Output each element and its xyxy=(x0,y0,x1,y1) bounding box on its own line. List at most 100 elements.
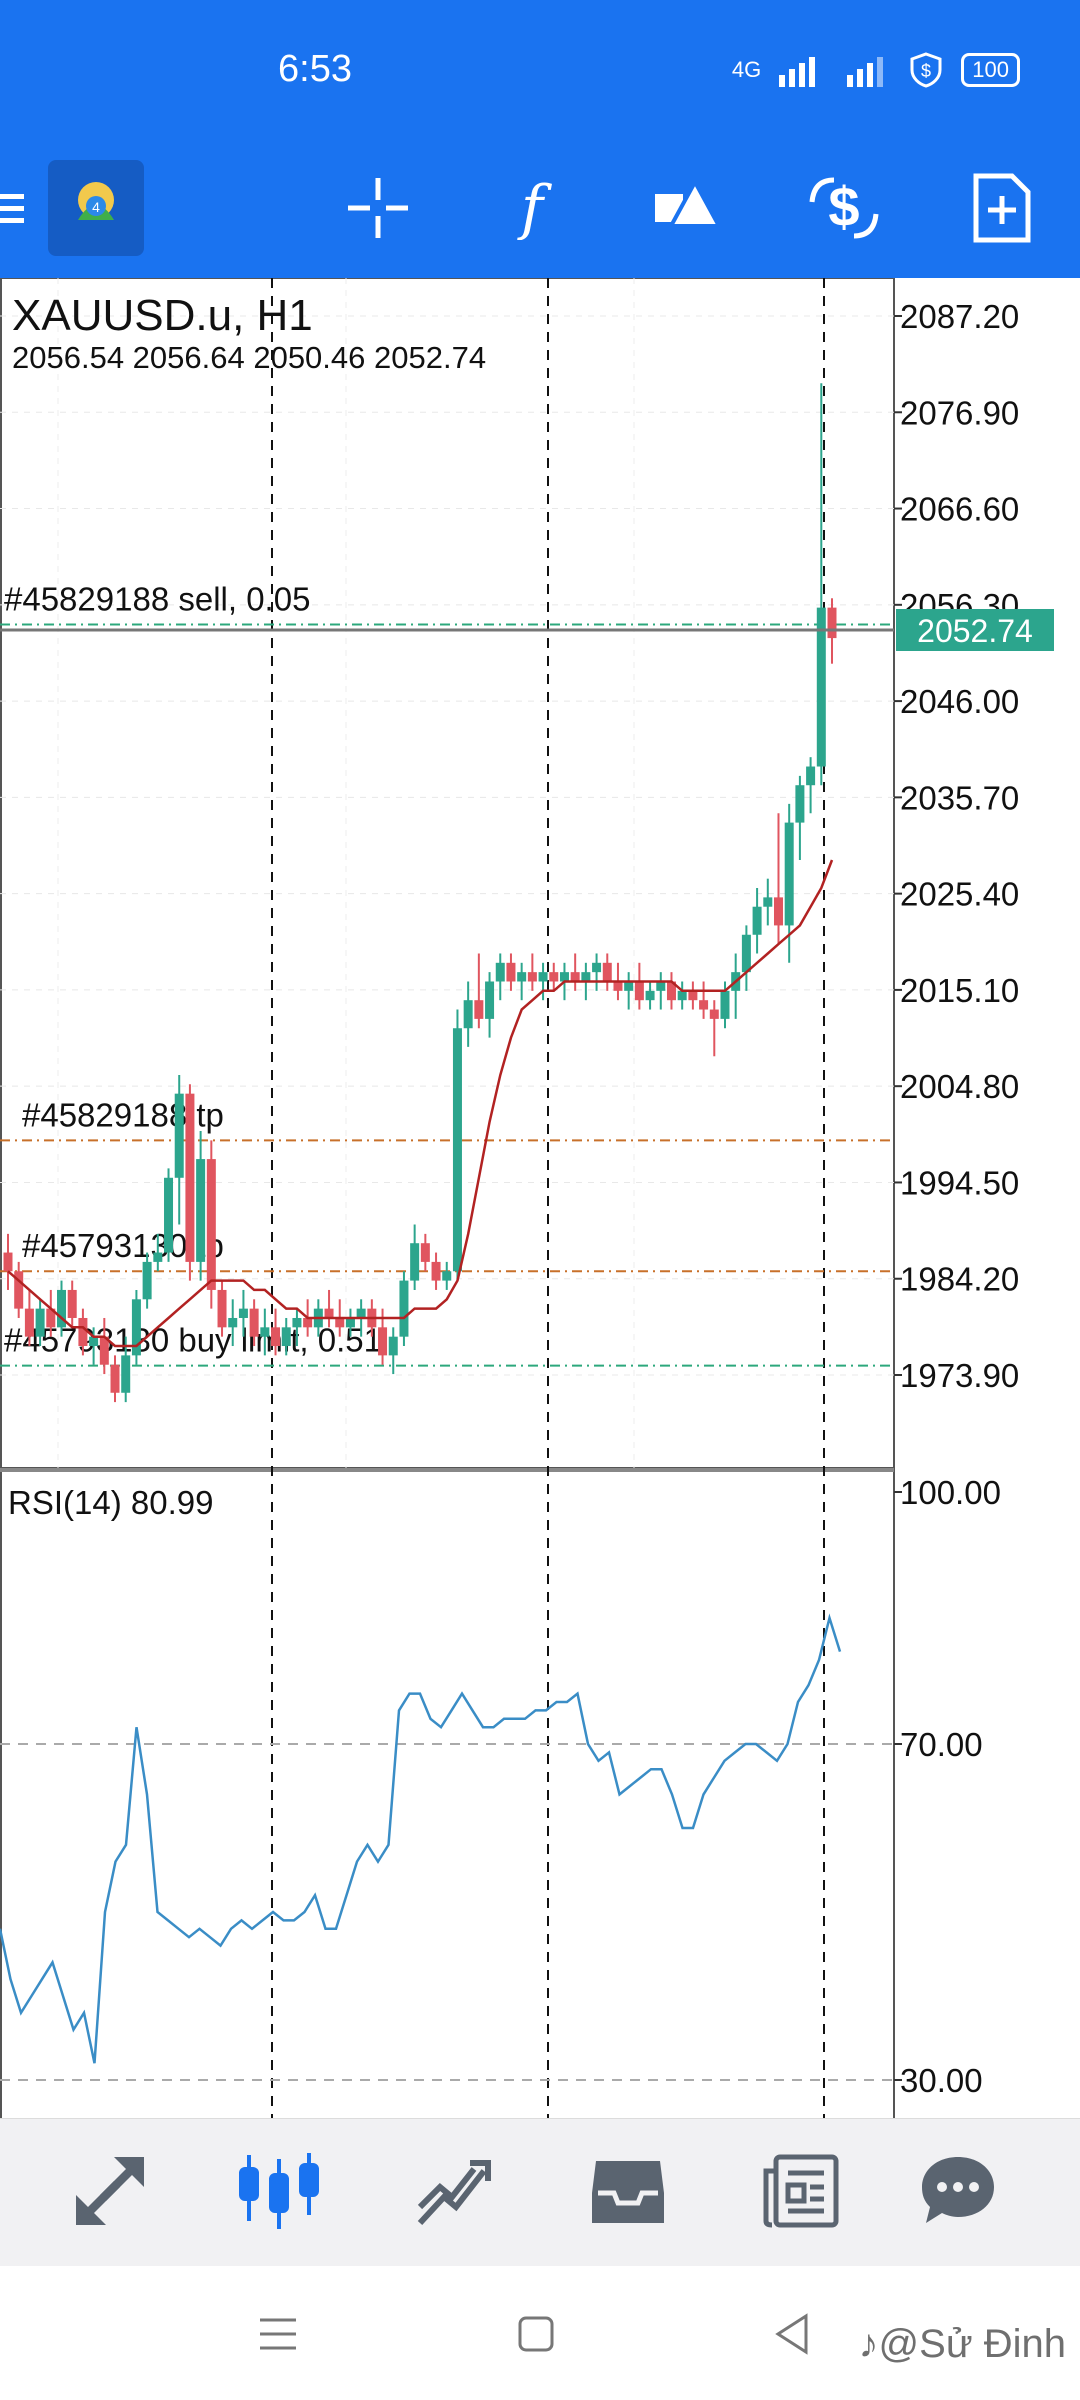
hamburger-menu-icon[interactable] xyxy=(0,160,42,256)
system-navigation-bar xyxy=(0,2266,1080,2400)
candle xyxy=(538,962,548,1001)
current-price-tag: 2052.74 xyxy=(0,609,1054,651)
price-axis-label: 2087.20 xyxy=(900,298,1019,335)
candle xyxy=(153,1233,163,1272)
candle xyxy=(292,1308,302,1347)
shield-dollar-icon: $ xyxy=(910,52,942,88)
status-time: 6:53 xyxy=(278,48,352,90)
symbol-title: XAUUSD.u, H1 xyxy=(12,291,313,340)
candle xyxy=(399,1271,409,1347)
back-icon[interactable] xyxy=(772,2312,812,2356)
candle xyxy=(549,962,559,991)
candle xyxy=(452,1009,462,1281)
candle xyxy=(131,1289,141,1365)
candle xyxy=(238,1289,248,1337)
candle xyxy=(699,981,709,1019)
candle xyxy=(271,1308,281,1356)
candle xyxy=(410,1224,420,1290)
candle xyxy=(474,953,484,1029)
candle xyxy=(46,1289,56,1337)
candle xyxy=(495,953,505,1001)
chart-toolbar: 4 f $ xyxy=(0,140,1080,278)
price-axis-label: 1994.50 xyxy=(900,1164,1019,1201)
current-price-value: 2052.74 xyxy=(917,613,1033,649)
rsi-chart-frame xyxy=(0,1469,895,2345)
candle xyxy=(14,1261,24,1318)
svg-text:$: $ xyxy=(921,61,931,81)
history-tab-icon[interactable] xyxy=(578,2141,678,2241)
price-axis-label: 2066.60 xyxy=(900,491,1019,528)
order-line-label: #45829188 sell, 0.05 xyxy=(4,580,310,617)
rsi-line xyxy=(0,1613,842,2064)
candle xyxy=(110,1355,120,1403)
candle xyxy=(67,1280,77,1328)
candle xyxy=(142,1252,152,1309)
candle xyxy=(506,953,516,991)
trade-dollar-icon[interactable]: $ xyxy=(796,160,892,256)
rsi-axis-label: 70.00 xyxy=(900,1726,983,1763)
signal-icon xyxy=(779,57,816,87)
candle xyxy=(24,1289,34,1347)
messages-tab-icon[interactable] xyxy=(908,2141,1008,2241)
candle xyxy=(795,775,805,860)
home-icon[interactable] xyxy=(516,2314,556,2354)
new-order-icon[interactable] xyxy=(954,160,1050,256)
candle xyxy=(645,981,655,1010)
candle xyxy=(164,1168,174,1262)
candle xyxy=(99,1317,109,1375)
metatrader-logo-icon[interactable]: 4 xyxy=(48,160,144,256)
candle xyxy=(731,953,741,1019)
candle xyxy=(517,962,527,1001)
candle xyxy=(442,1261,452,1290)
battery-icon: 100 xyxy=(961,53,1020,87)
candle xyxy=(741,925,751,991)
chart-canvas[interactable]: #45829188 sell, 0.05#45829188 tp#4579313… xyxy=(0,277,1080,2389)
recent-apps-icon[interactable] xyxy=(256,2314,300,2354)
candle xyxy=(78,1308,88,1356)
svg-text:4: 4 xyxy=(92,199,100,215)
candle xyxy=(656,972,666,1010)
candle xyxy=(121,1336,131,1403)
rsi-label: RSI(14) 80.99 xyxy=(8,1484,213,1521)
candle xyxy=(773,813,783,945)
candle xyxy=(570,953,580,991)
candle xyxy=(281,1317,291,1356)
price-axis-label: 1984.20 xyxy=(900,1261,1019,1298)
candle xyxy=(185,1084,195,1281)
candle xyxy=(592,953,602,991)
price-axis-label: 2046.00 xyxy=(900,683,1019,720)
ohlc-readout: 2056.54 2056.64 2050.46 2052.74 xyxy=(12,340,486,375)
moving-average-line xyxy=(7,859,834,1348)
news-tab-icon[interactable] xyxy=(752,2141,852,2241)
chart-tab-icon[interactable] xyxy=(230,2141,330,2241)
candle xyxy=(89,1327,99,1365)
candle xyxy=(388,1327,398,1375)
price-axis-label: 1973.90 xyxy=(900,1357,1019,1394)
candle xyxy=(527,953,537,991)
rsi-axis-label: 100.00 xyxy=(900,1474,1001,1511)
price-axis-label: 2004.80 xyxy=(900,1068,1019,1105)
candle xyxy=(3,1233,13,1290)
crosshair-icon[interactable] xyxy=(330,160,426,256)
quotes-icon[interactable] xyxy=(60,2141,160,2241)
signal-2-icon xyxy=(847,57,884,87)
candle xyxy=(709,1000,719,1057)
indicators-icon[interactable]: f xyxy=(484,160,580,256)
candle xyxy=(688,981,698,1010)
candle xyxy=(816,383,826,786)
candle xyxy=(260,1308,270,1356)
svg-text:f: f xyxy=(517,176,553,240)
chart-area[interactable]: #45829188 sell, 0.05 #45829188 tp #4579313… xyxy=(0,277,1080,2389)
trade-tab-icon[interactable] xyxy=(404,2141,504,2241)
candle xyxy=(624,972,634,1010)
candle xyxy=(249,1299,259,1347)
candle xyxy=(35,1299,45,1347)
candle xyxy=(217,1280,227,1337)
price-axis-label: 2035.70 xyxy=(900,779,1019,816)
objects-icon[interactable] xyxy=(640,160,736,256)
status-icons: 4G $ 100 xyxy=(732,52,1020,88)
svg-text:$: $ xyxy=(828,175,859,238)
candle xyxy=(463,981,473,1047)
status-bar: 6:53 4G $ 100 xyxy=(0,0,1080,140)
candle xyxy=(420,1233,430,1272)
